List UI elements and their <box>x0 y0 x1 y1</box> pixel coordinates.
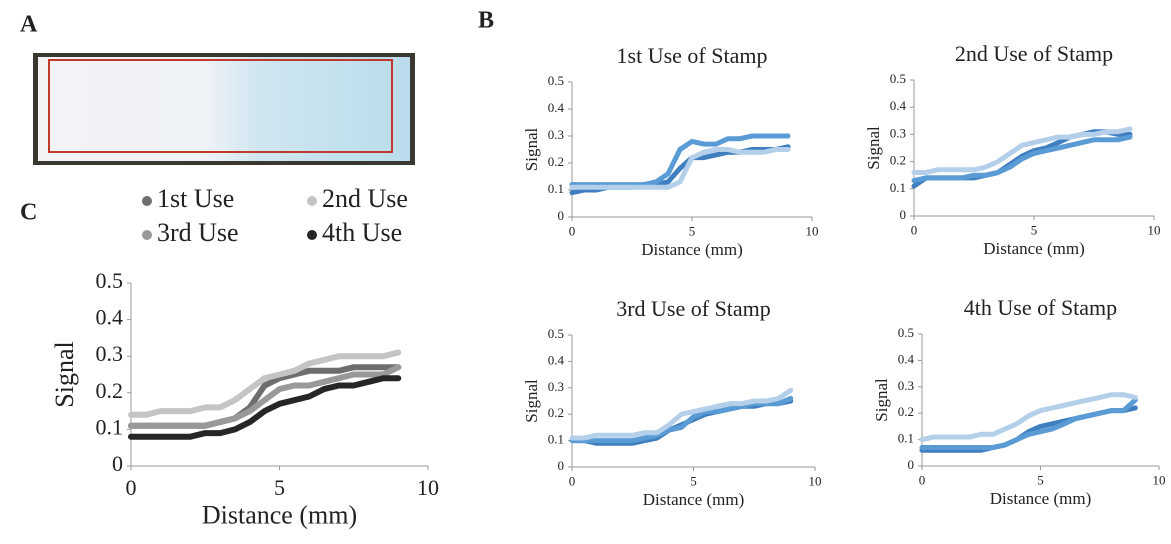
y-tick-label: 0.5 <box>548 73 564 88</box>
y-tick-label: 0.3 <box>548 379 564 394</box>
panel-label: B <box>478 8 494 34</box>
x-tick-label: 10 <box>809 474 822 489</box>
y-tick-label: 0.2 <box>890 153 906 168</box>
x-tick-label: 10 <box>1153 473 1166 488</box>
x-axis-label: Distance (mm) <box>202 500 357 529</box>
y-tick-label: 0 <box>900 207 907 222</box>
legend-marker <box>307 196 317 206</box>
y-tick-label: 0.3 <box>96 341 124 366</box>
y-tick-label: 0.1 <box>548 181 564 196</box>
panel-label: A <box>20 12 38 38</box>
series-line <box>569 395 794 444</box>
chart-title: 1st Use of Stamp <box>617 43 768 68</box>
legend-label: 4th Use <box>322 218 402 247</box>
x-axis-label: Distance (mm) <box>990 489 1092 508</box>
y-tick-label: 0.3 <box>898 378 914 393</box>
series-line <box>569 387 794 441</box>
chart-title: 3rd Use of Stamp <box>616 296 771 321</box>
y-tick-label: 0.4 <box>890 98 907 113</box>
y-tick-label: 0.2 <box>96 378 124 403</box>
y-tick-label: 0.1 <box>548 432 564 447</box>
series-line <box>911 134 1133 184</box>
x-tick-label: 5 <box>689 224 696 239</box>
series-line <box>128 375 402 440</box>
x-tick-label: 0 <box>911 223 918 238</box>
legend-label: 2nd Use <box>322 184 408 213</box>
x-tick-label: 5 <box>690 474 697 489</box>
legend-marker <box>142 230 152 240</box>
legend-marker <box>307 230 317 240</box>
y-tick-label: 0 <box>112 451 123 476</box>
y-axis-label: Signal <box>872 378 891 422</box>
y-axis-label: Signal <box>522 379 541 423</box>
x-tick-label: 10 <box>806 224 819 239</box>
y-tick-label: 0.3 <box>890 125 906 140</box>
chart-title: 4th Use of Stamp <box>964 295 1117 320</box>
x-axis-label: Distance (mm) <box>643 490 745 509</box>
y-axis-label: Signal <box>522 128 541 172</box>
y-tick-label: 0 <box>908 457 915 472</box>
series-line <box>911 126 1133 175</box>
y-tick-label: 0.2 <box>898 404 914 419</box>
y-tick-label: 0.5 <box>548 326 564 341</box>
stamp-photo <box>33 53 415 165</box>
series-line <box>128 349 402 418</box>
y-tick-label: 0.3 <box>548 127 564 142</box>
x-tick-label: 10 <box>417 475 439 500</box>
x-axis-label: Distance (mm) <box>983 239 1085 258</box>
y-tick-label: 0.1 <box>898 431 914 446</box>
chart-title: 2nd Use of Stamp <box>955 41 1113 66</box>
legend-marker <box>142 196 152 206</box>
series-line <box>919 392 1138 443</box>
x-tick-label: 0 <box>569 474 576 489</box>
legend-label: 1st Use <box>157 184 234 213</box>
y-tick-label: 0 <box>558 208 565 223</box>
y-tick-label: 0.5 <box>890 71 906 86</box>
series-line <box>919 397 1138 450</box>
y-tick-label: 0 <box>558 458 565 473</box>
y-tick-label: 0.2 <box>548 154 564 169</box>
legend-label: 3rd Use <box>157 218 239 247</box>
y-tick-label: 0.1 <box>890 180 906 195</box>
y-tick-label: 0.4 <box>898 351 915 366</box>
x-tick-label: 0 <box>569 224 576 239</box>
y-tick-label: 0.5 <box>96 268 124 293</box>
x-tick-label: 5 <box>1031 223 1038 238</box>
y-tick-label: 0.4 <box>96 305 124 330</box>
x-tick-label: 5 <box>1037 473 1044 488</box>
x-tick-label: 10 <box>1148 223 1161 238</box>
x-axis-label: Distance (mm) <box>641 240 743 259</box>
panel-label: C <box>20 200 37 226</box>
y-axis-label: Signal <box>50 341 79 407</box>
series-line <box>569 147 791 190</box>
series-line <box>128 364 402 429</box>
y-tick-label: 0.1 <box>96 414 124 439</box>
y-tick-label: 0.2 <box>548 405 564 420</box>
y-axis-label: Signal <box>864 126 883 170</box>
y-tick-label: 0.4 <box>548 100 565 115</box>
series-line <box>569 133 791 188</box>
y-tick-label: 0.5 <box>898 325 914 340</box>
x-tick-label: 0 <box>126 475 137 500</box>
x-tick-label: 0 <box>919 473 926 488</box>
y-tick-label: 0.4 <box>548 352 565 367</box>
x-tick-label: 5 <box>274 475 285 500</box>
